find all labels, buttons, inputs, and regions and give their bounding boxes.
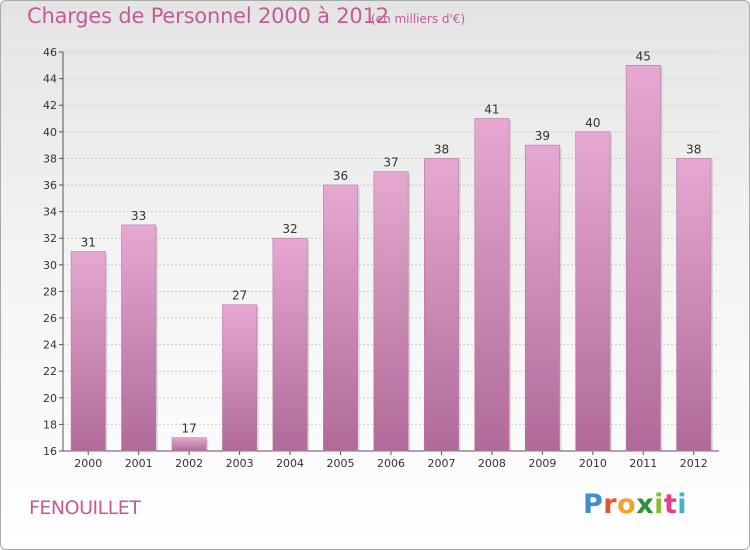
y-tick-label: 26 xyxy=(43,312,57,325)
bar xyxy=(171,437,207,452)
logo-letter: o xyxy=(617,489,637,520)
data-label: 41 xyxy=(484,103,499,117)
data-label: 27 xyxy=(232,289,247,303)
chart-subtitle: (en milliers d'€) xyxy=(371,12,466,26)
bar xyxy=(625,65,661,452)
data-label: 38 xyxy=(434,142,449,156)
y-tick-label: 24 xyxy=(43,339,57,352)
bar xyxy=(70,251,106,452)
commune-name: FENOUILLET xyxy=(29,497,141,519)
x-tick-label: 2002 xyxy=(175,457,203,470)
data-label: 38 xyxy=(686,142,701,156)
y-tick-label: 16 xyxy=(43,445,57,458)
bar xyxy=(424,158,459,452)
bar xyxy=(575,131,611,452)
bar xyxy=(373,171,409,452)
y-tick-label: 38 xyxy=(43,152,57,165)
data-label: 45 xyxy=(636,49,651,63)
y-tick-label: 20 xyxy=(43,392,57,405)
x-tick-label: 2009 xyxy=(528,457,556,470)
proxiti-logo[interactable]: Proxiti xyxy=(583,489,687,520)
bar xyxy=(222,304,258,452)
y-tick-label: 22 xyxy=(43,365,57,378)
logo-letter: x xyxy=(636,489,655,520)
y-tick-label: 18 xyxy=(43,418,57,431)
data-label: 31 xyxy=(81,236,96,250)
x-tick-label: 2011 xyxy=(629,457,657,470)
bars xyxy=(70,65,713,452)
x-tick-label: 2007 xyxy=(427,457,455,470)
y-tick-label: 32 xyxy=(43,232,57,245)
bar xyxy=(272,237,308,452)
x-tick-label: 2000 xyxy=(74,457,102,470)
bar xyxy=(676,158,712,452)
axes: 16 18 20 22 24 26 28 30 32 34 36 38 40 42 44 46 xyxy=(43,46,719,458)
logo-letter: i xyxy=(677,489,688,520)
y-tick-label: 44 xyxy=(43,73,57,86)
x-tick-label: 2008 xyxy=(478,457,506,470)
x-tick-label: 2004 xyxy=(276,457,304,470)
labels: 31 2000 33 2001 17 2002 27 2003 32 2004 36 2005 37 20… xyxy=(74,49,708,470)
y-tick-label: 36 xyxy=(43,179,57,192)
y-tick-label: 40 xyxy=(43,126,57,139)
y-tick-label: 34 xyxy=(43,206,57,219)
bar xyxy=(121,224,157,452)
x-tick-label: 2012 xyxy=(680,457,708,470)
data-label: 32 xyxy=(282,222,297,236)
bar xyxy=(524,144,560,452)
data-label: 36 xyxy=(333,169,348,183)
data-label: 17 xyxy=(182,422,197,436)
logo-letter: i xyxy=(654,489,664,520)
bar xyxy=(323,184,358,452)
x-tick-label: 2005 xyxy=(327,457,355,470)
y-tick-label: 30 xyxy=(43,259,57,272)
logo-letter: t xyxy=(663,489,678,520)
y-tick-label: 42 xyxy=(43,99,57,112)
y-tick-label: 28 xyxy=(43,285,57,298)
logo-letter: P xyxy=(583,489,604,520)
data-label: 37 xyxy=(383,156,398,170)
bar xyxy=(474,118,510,452)
x-tick-label: 2006 xyxy=(377,457,405,470)
x-tick-label: 2010 xyxy=(579,457,607,470)
data-label: 39 xyxy=(535,129,550,143)
data-label: 40 xyxy=(585,116,600,130)
data-label: 33 xyxy=(131,209,146,223)
x-tick-label: 2001 xyxy=(125,457,153,470)
chart-title: Charges de Personnel 2000 à 2012 xyxy=(27,4,389,28)
logo-letter: r xyxy=(603,489,618,520)
y-tick-label: 46 xyxy=(43,46,57,59)
x-tick-label: 2003 xyxy=(226,457,254,470)
